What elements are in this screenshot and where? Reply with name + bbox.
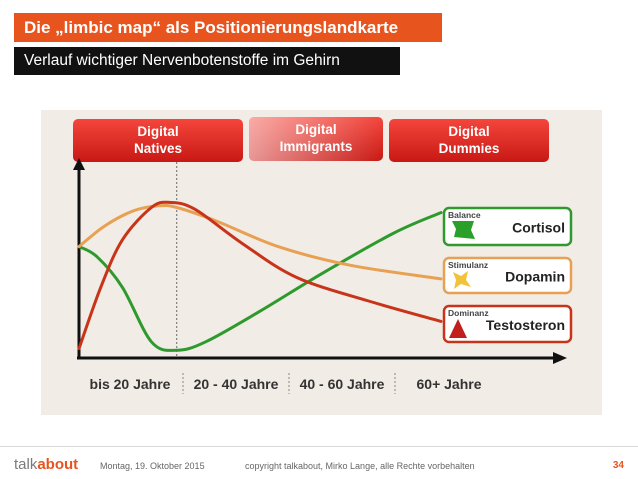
x-tick-label: bis 20 Jahre bbox=[90, 376, 171, 392]
series-label-cortisol: Balance Cortisol bbox=[442, 206, 573, 247]
y-axis-arrow bbox=[73, 158, 85, 170]
series-line-dopamin bbox=[77, 203, 443, 281]
header-box-fade bbox=[249, 117, 383, 161]
header-box-bg bbox=[389, 119, 549, 162]
x-tick-label: 40 - 60 Jahre bbox=[300, 376, 385, 392]
series-line-cortisol bbox=[77, 211, 443, 352]
series-line-testosteron bbox=[77, 200, 443, 351]
header-label: Digital bbox=[295, 122, 336, 137]
series-label-box bbox=[442, 206, 573, 247]
brand-logo: talkabout bbox=[14, 456, 78, 473]
series-tag: Stimulanz bbox=[448, 260, 488, 270]
slide-title-bar: Die „limbic map“ als Positionierungsland… bbox=[14, 13, 442, 42]
x-tick-label: 20 - 40 Jahre bbox=[194, 376, 279, 392]
green-flag-icon bbox=[452, 221, 475, 239]
series-name: Testosteron bbox=[486, 317, 565, 333]
header-label: Dummies bbox=[439, 141, 500, 156]
series-label-dopamin: Stimulanz Dopamin bbox=[442, 256, 573, 295]
x-tick-label: 60+ Jahre bbox=[417, 376, 482, 392]
series-tag: Dominanz bbox=[448, 308, 489, 318]
chart-panel: Digital Natives Digital Immigrants Digital Du… bbox=[41, 110, 602, 415]
series-name: Dopamin bbox=[505, 269, 565, 285]
footer-copyright: copyright talkabout, Mirko Lange, alle R… bbox=[245, 461, 475, 471]
brand-talk: talk bbox=[14, 456, 38, 473]
brand-about: about bbox=[37, 456, 79, 473]
series-label-box bbox=[442, 304, 573, 344]
x-axis-arrow bbox=[553, 352, 567, 364]
page-number: 34 bbox=[612, 460, 624, 471]
slide-title: Die „limbic map“ als Positionierungsland… bbox=[24, 17, 399, 37]
header-box-3: Digital Dummies bbox=[389, 119, 549, 162]
series-name: Cortisol bbox=[512, 220, 565, 236]
red-triangle-icon bbox=[449, 319, 467, 338]
footer-date: Montag, 19. Oktober 2015 bbox=[100, 461, 205, 471]
slide-subtitle: Verlauf wichtiger Nervenbotenstoffe im G… bbox=[24, 52, 340, 69]
slide-subtitle-bar: Verlauf wichtiger Nervenbotenstoffe im G… bbox=[14, 47, 400, 75]
footer-divider bbox=[0, 446, 638, 447]
header-box-1: Digital Natives bbox=[73, 119, 243, 162]
header-label: Digital bbox=[137, 124, 178, 139]
yellow-shape-icon bbox=[453, 271, 471, 289]
hormone-chart: Digital Natives Digital Immigrants Digital Du… bbox=[73, 117, 573, 394]
header-label: Immigrants bbox=[280, 139, 353, 154]
header-box-2: Digital Immigrants bbox=[249, 117, 383, 161]
series-tag: Balance bbox=[448, 210, 481, 220]
header-label: Digital bbox=[448, 124, 489, 139]
header-box-bg bbox=[73, 119, 243, 162]
series-label-box bbox=[442, 256, 573, 295]
header-label: Natives bbox=[134, 141, 182, 156]
